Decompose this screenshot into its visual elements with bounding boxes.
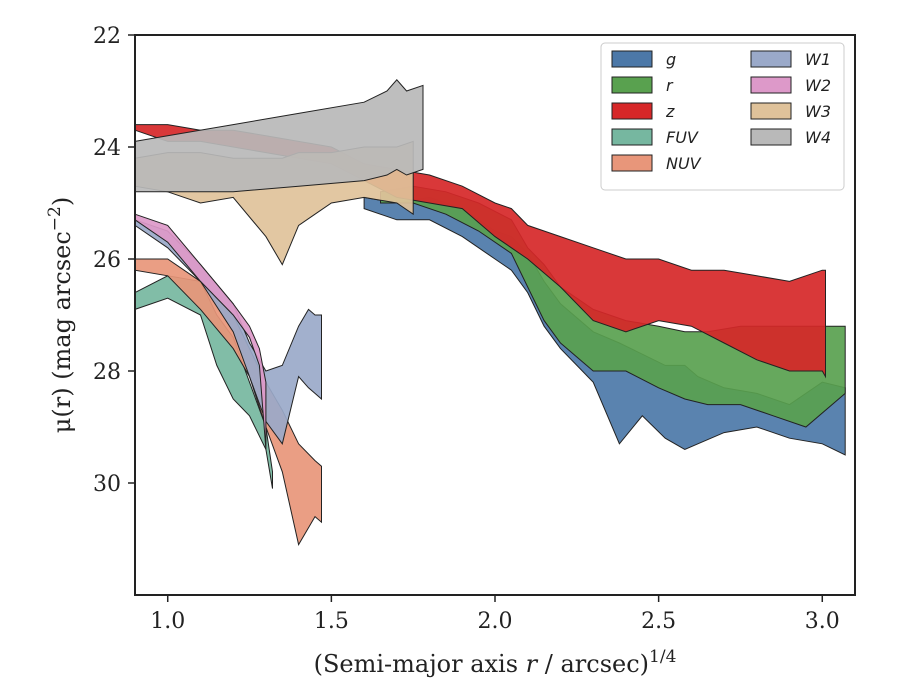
band-w2: [134, 213, 267, 450]
x-tick-label: 1.0: [150, 609, 185, 634]
x-axis-label: (Semi-major axis r / arcsec)1/4: [314, 647, 677, 678]
legend-swatch-z: [611, 102, 653, 120]
legend: grz FUV NUV W1 W2 W3 W4: [600, 42, 845, 191]
y-axis-label-exponent: −2: [45, 206, 65, 231]
y-axis-ticks: 22 24 26 28 30: [93, 24, 135, 497]
legend-swatch-nuv: [611, 154, 653, 172]
x-tick-label: 3.0: [805, 609, 840, 634]
y-tick-label: 22: [93, 24, 121, 49]
legend-swatch-w3: [750, 102, 792, 120]
legend-label-w2: W2: [805, 76, 831, 95]
y-tick-label: 26: [93, 248, 121, 273]
y-tick-label: 30: [93, 472, 121, 497]
x-axis-label-rest: / arcsec): [537, 650, 649, 678]
y-axis-label-main: μ(r) (mag arcsec: [48, 231, 76, 433]
x-axis-label-var: r: [526, 650, 539, 678]
x-axis-label-exponent: 1/4: [649, 647, 676, 667]
y-axis-label: μ(r) (mag arcsec−2): [45, 197, 76, 433]
x-axis-label-main: (Semi-major axis: [314, 650, 526, 678]
legend-swatch-fuv: [611, 128, 653, 146]
legend-label-g: g: [666, 50, 676, 69]
legend-label-z: z: [665, 102, 675, 121]
legend-swatch-w1: [750, 50, 792, 68]
band-w4: [134, 79, 424, 193]
legend-swatch-r: [611, 76, 653, 94]
x-tick-label: 2.0: [478, 609, 513, 634]
y-tick-label: 24: [93, 136, 121, 161]
x-tick-label: 1.5: [314, 609, 349, 634]
legend-label-w1: W1: [805, 50, 831, 69]
legend-swatch-g: [611, 50, 653, 68]
y-axis-label-close: ): [48, 197, 76, 206]
legend-label-w3: W3: [805, 102, 831, 121]
legend-label-fuv: FUV: [666, 128, 699, 147]
legend-swatch-w4: [750, 128, 792, 146]
legend-label-nuv: NUV: [666, 154, 702, 173]
legend-label-w4: W4: [805, 128, 831, 147]
bands-layer: [134, 79, 846, 546]
x-tick-label: 2.5: [641, 609, 676, 634]
legend-label-r: r: [666, 76, 674, 95]
x-axis-ticks: 1.0 1.5 2.0 2.5 3.0: [150, 595, 840, 634]
legend-swatch-w2: [750, 76, 792, 94]
y-tick-label: 28: [93, 360, 121, 385]
